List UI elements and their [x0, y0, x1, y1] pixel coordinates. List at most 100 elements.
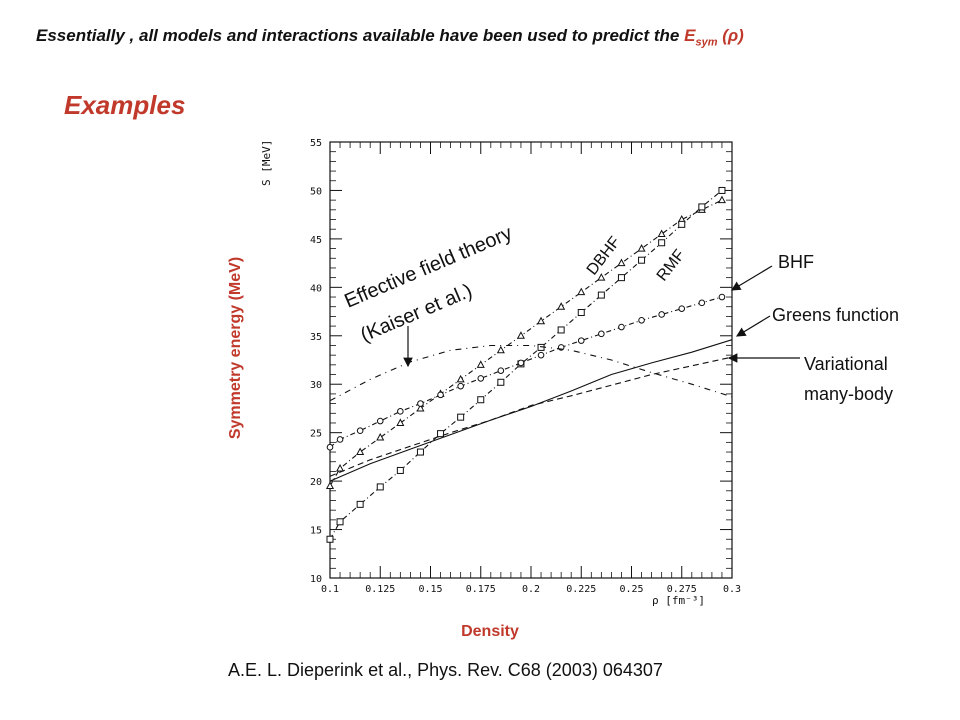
- x-tick-label: 0.3: [723, 584, 741, 595]
- data-point-dbhf: [325, 481, 335, 489]
- series-line-bhf: [329, 296, 723, 448]
- data-point-rmf: [658, 239, 666, 247]
- y-axis-title: Symmetry energy (MeV): [227, 257, 244, 439]
- series-dbhf: [325, 195, 726, 489]
- data-point-rmf: [416, 448, 424, 456]
- x-unit-label: ρ [fm⁻³]: [652, 594, 705, 607]
- data-point-rmf: [396, 466, 404, 474]
- data-point-bhf: [678, 305, 686, 312]
- data-point-bhf: [457, 382, 464, 390]
- data-point-dbhf: [476, 360, 485, 368]
- y-tick-label: 35: [310, 332, 322, 343]
- data-point-dbhf: [637, 244, 646, 252]
- x-tick-label: 0.125: [365, 584, 395, 595]
- series-rmf: [326, 186, 726, 543]
- data-point-dbhf: [617, 258, 626, 267]
- data-point-rmf: [698, 203, 706, 211]
- y-tick-label: 50: [310, 186, 322, 197]
- bhf-annotation: BHF: [778, 252, 814, 272]
- data-point-rmf: [718, 186, 726, 194]
- data-point-dbhf: [356, 447, 365, 456]
- series-greens-function: [329, 339, 733, 482]
- axis-ticks: 10 15 20 25 30 35 40 45 50 55 0.1 0.125 0.15 0.175 0.2…: [310, 138, 741, 595]
- data-point-bhf: [397, 408, 404, 415]
- data-point-rmf: [678, 220, 686, 228]
- y-tick-label: 15: [310, 526, 322, 537]
- data-point-dbhf: [537, 316, 546, 325]
- headline-text: Essentially , all models and interaction…: [36, 26, 685, 45]
- data-point-rmf: [376, 483, 384, 491]
- data-point-dbhf: [496, 345, 505, 354]
- data-point-dbhf: [336, 463, 345, 472]
- y-unit-label: S [MeV]: [260, 140, 273, 186]
- data-point-bhf: [477, 375, 485, 382]
- greens-arrow: [735, 315, 771, 337]
- y-tick-label: 55: [310, 138, 322, 149]
- examples-title: Examples: [64, 90, 186, 120]
- data-point-bhf: [638, 316, 645, 324]
- data-point-bhf: [658, 311, 665, 318]
- headline: Essentially , all models and interaction…: [36, 26, 744, 48]
- data-point-dbhf: [456, 374, 465, 383]
- data-point-bhf: [497, 367, 505, 374]
- series-variational-many-body: [329, 356, 733, 477]
- data-point-rmf: [497, 378, 505, 386]
- data-point-rmf: [597, 291, 605, 299]
- data-point-dbhf: [376, 432, 385, 441]
- plot-frame: [329, 141, 733, 579]
- citation: A.E. L. Dieperink et al., Phys. Rev. C68…: [228, 660, 663, 680]
- series-bhf: [326, 293, 726, 451]
- data-point-dbhf: [717, 195, 726, 204]
- x-axis-title: Density: [461, 623, 519, 640]
- data-point-dbhf: [597, 273, 606, 281]
- esym-symbol: Esym (ρ): [684, 26, 744, 49]
- data-point-dbhf: [516, 331, 525, 339]
- data-point-bhf: [698, 299, 706, 307]
- x-tick-label: 0.25: [619, 584, 643, 595]
- data-point-bhf: [326, 443, 334, 451]
- data-point-bhf: [537, 351, 545, 359]
- plot-area-border: [329, 141, 733, 579]
- series-layer: [325, 186, 733, 543]
- data-point-bhf: [517, 359, 525, 367]
- x-tick-label: 0.225: [566, 584, 596, 595]
- series-line-variational-many-body: [329, 356, 733, 477]
- variational-annotation-line2: many-body: [804, 384, 893, 404]
- data-point-rmf: [617, 274, 625, 282]
- x-tick-label: 0.1: [321, 584, 339, 595]
- y-tick-label: 45: [310, 235, 322, 246]
- series-effective-field-theory: [329, 344, 733, 402]
- data-point-bhf: [577, 337, 585, 344]
- y-tick-label: 20: [310, 477, 322, 488]
- data-point-rmf: [356, 500, 364, 508]
- data-point-dbhf: [657, 229, 666, 238]
- data-point-dbhf: [416, 403, 425, 412]
- data-point-rmf: [638, 256, 646, 264]
- data-point-bhf: [718, 293, 726, 301]
- data-point-dbhf: [577, 287, 586, 296]
- data-point-dbhf: [396, 418, 405, 426]
- data-point-bhf: [417, 400, 424, 407]
- data-point-rmf: [457, 413, 465, 421]
- data-point-rmf: [326, 535, 334, 543]
- esym-sub: sym: [695, 36, 718, 49]
- data-point-bhf: [437, 391, 444, 399]
- data-point-rmf: [336, 518, 344, 526]
- x-tick-label: 0.15: [418, 584, 442, 595]
- esym-arg: (ρ): [717, 26, 744, 45]
- series-line-greens-function: [329, 339, 733, 482]
- data-point-rmf: [477, 396, 485, 404]
- data-point-bhf: [618, 323, 625, 331]
- bhf-arrow: [730, 265, 773, 291]
- y-tick-label: 25: [310, 429, 322, 440]
- x-tick-label: 0.175: [466, 584, 496, 595]
- y-tick-label: 30: [310, 380, 322, 391]
- x-tick-label: 0.2: [522, 584, 540, 595]
- data-point-bhf: [598, 330, 605, 338]
- y-tick-label: 40: [310, 283, 322, 294]
- greens-annotation: Greens function: [772, 305, 899, 325]
- variational-annotation-line1: Variational: [804, 354, 888, 374]
- y-tick-label: 10: [310, 574, 322, 585]
- rmf-curve-label: RMF: [654, 247, 689, 285]
